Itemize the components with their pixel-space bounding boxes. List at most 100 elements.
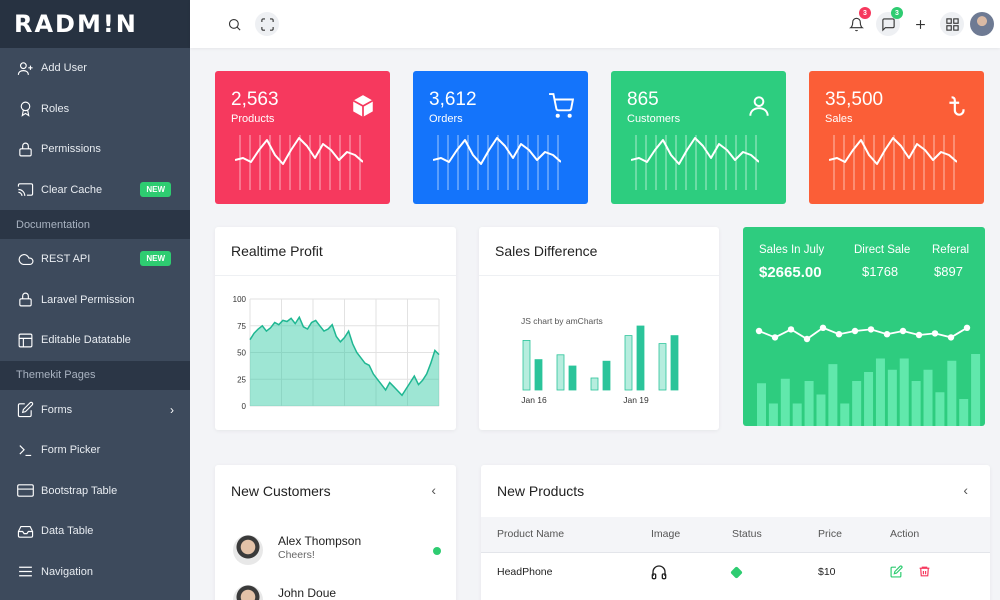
bar [568,365,577,391]
sidebar-item-form-picker[interactable]: Form Picker [0,430,190,471]
product-price: $10 [818,566,836,578]
nav-section-themekit: Themekit Pages [0,360,190,390]
sales-difference-chart: JS chart by amCharts Jan 16 Jan 19 [521,316,679,405]
stat-label: Customers [627,113,681,125]
bar [792,403,802,426]
sidebar-item-label: REST API [41,253,91,266]
sidebar-item-forms[interactable]: Forms › [0,390,190,431]
bar [911,381,921,426]
cast-icon [16,181,34,199]
bar [658,343,667,391]
bar [935,392,945,426]
cart-icon [548,93,575,119]
sidebar-item-label: Navigation [41,565,93,578]
sales-july-label: Sales In July [759,244,825,256]
point [787,326,795,333]
stat-value: 2,563 [231,89,279,110]
messages-button[interactable]: 3 [876,7,903,36]
bar [971,354,981,426]
sidebar-item-data-table[interactable]: Data Table [0,511,190,552]
sales-july-chart [755,324,981,426]
point [931,330,939,337]
sidebar-item-label: Data Table [41,525,94,538]
sidebar-item-add-user[interactable]: Add User [0,48,190,89]
bar [947,360,957,426]
direct-sale-label: Direct Sale [854,244,911,256]
stat-card-customers[interactable]: 865 Customers [611,71,786,204]
point [899,327,907,335]
new-badge: NEW [140,181,171,197]
stat-label: Products [231,113,275,125]
user-icon [746,93,772,119]
sidebar-item-label: Clear Cache [41,183,103,196]
referal-value: $897 [934,264,963,279]
logo[interactable]: RADM!N [0,0,190,48]
panel-title: New Customers [231,483,331,499]
apps-button[interactable] [940,12,964,36]
customer-message: Cheers! [278,549,315,561]
bar [780,378,790,426]
point [915,331,923,339]
search-button[interactable] [222,12,246,36]
user-avatar[interactable] [970,12,994,36]
chevron-left-icon[interactable]: ‹ [963,482,968,498]
sparkline [235,135,363,190]
maximize-icon [260,17,274,31]
edit-icon[interactable] [890,565,903,578]
y-tick-label: 50 [237,349,246,358]
stat-card-products[interactable]: 2,563 Products [215,71,390,204]
fullscreen-button[interactable] [255,12,279,36]
lock-icon [16,291,34,309]
sidebar-item-permissions[interactable]: Permissions [0,129,190,170]
point [819,324,827,331]
stat-label: Sales [825,113,853,125]
chevron-left-icon[interactable]: ‹ [431,482,436,498]
message-count: 3 [891,7,903,19]
realtime-profit-chart: 100 75 50 25 0 [233,295,440,411]
y-tick-label: 75 [237,322,246,331]
online-status-dot [433,547,441,555]
y-tick-label: 25 [237,375,246,384]
bar [768,403,778,426]
sidebar-item-laravel-permission[interactable]: Laravel Permission [0,280,190,321]
customer-name: John Doue [278,586,337,600]
bar [624,335,633,391]
sidebar-item-navigation[interactable]: Navigation [0,552,190,593]
menu-icon [16,563,34,581]
sidebar-item-rest-api[interactable]: REST API NEW [0,239,190,280]
bar [590,377,599,391]
column-header: Product Name [497,528,565,540]
stat-card-orders[interactable]: 3,612 Orders [413,71,588,204]
message-square-icon [881,17,895,31]
trash-icon[interactable] [918,565,931,578]
bar [887,369,897,426]
sidebar-item-clear-cache[interactable]: Clear Cache NEW [0,170,190,211]
notifications-button[interactable]: 3 [844,7,871,36]
y-tick-label: 0 [242,402,247,411]
add-button[interactable] [908,12,932,36]
divider [215,275,456,276]
sidebar-item-roles[interactable]: Roles [0,89,190,130]
point [835,331,843,338]
sidebar-item-bootstrap-table[interactable]: Bootstrap Table [0,471,190,512]
plus-icon [915,19,925,29]
profit-area [250,317,439,406]
panel-title: Sales Difference [495,243,598,259]
x-tick-label: Jan 16 [521,395,547,405]
logo-text: RADM!N [14,10,138,38]
stat-card-sales[interactable]: 35,500 Sales [809,71,984,204]
column-header: Image [651,528,681,540]
sidebar: RADM!N Add User Roles Permissions Clear … [0,0,190,600]
bar [828,364,838,426]
point [771,334,779,341]
sidebar-item-label: Form Picker [41,444,101,457]
panel-title: New Products [497,483,585,499]
bar [757,383,766,426]
sidebar-item-label: Editable Datatable [41,334,131,347]
sidebar-item-editable-datatable[interactable]: Editable Datatable [0,320,190,361]
edit-icon [16,401,34,419]
column-header: Price [818,528,842,540]
topbar: 3 3 [190,0,1000,48]
notification-count: 3 [859,7,871,19]
realtime-profit-panel: Realtime Profit 100 75 50 25 0 [215,227,456,430]
